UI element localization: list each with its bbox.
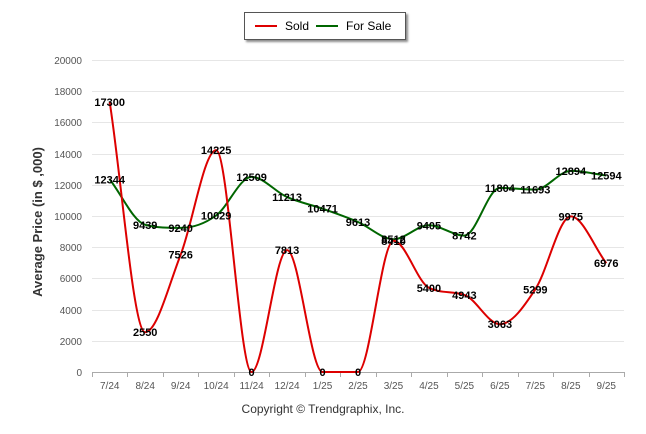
x-tick-label: 7/25 xyxy=(526,381,546,392)
x-tick-label: 11/24 xyxy=(239,381,264,392)
series-line-for-sale xyxy=(108,169,607,241)
x-tick-label: 2/25 xyxy=(348,381,368,392)
data-label-sold: 0 xyxy=(249,367,255,379)
legend: Sold For Sale xyxy=(244,12,406,40)
y-tick-label: 14000 xyxy=(54,150,82,161)
data-label-sold: 2550 xyxy=(133,327,157,339)
data-label-for-sale: 12894 xyxy=(556,166,587,178)
data-label-for-sale: 11693 xyxy=(520,185,550,197)
data-label-sold: 8410 xyxy=(381,236,405,248)
x-tick-label: 8/24 xyxy=(135,381,155,392)
series xyxy=(108,101,608,374)
sold-line-swatch-icon xyxy=(255,25,277,27)
data-label-for-sale: 8512 xyxy=(381,234,405,246)
legend-label-for-sale: For Sale xyxy=(346,19,392,33)
copyright-text: Copyright © Trendgraphix, Inc. xyxy=(241,402,405,416)
data-label-for-sale: 9613 xyxy=(346,217,370,229)
data-label-for-sale: 12509 xyxy=(236,172,267,184)
data-label-for-sale: 9439 xyxy=(133,220,157,232)
data-label-sold: 7813 xyxy=(275,245,299,257)
x-tick-label: 3/25 xyxy=(384,381,404,392)
data-label-sold: 9975 xyxy=(559,211,583,223)
data-label-for-sale: 12594 xyxy=(591,171,622,183)
legend-item-sold[interactable]: Sold xyxy=(255,19,309,33)
x-tick-label: 9/25 xyxy=(597,381,617,392)
data-label-sold: 4943 xyxy=(452,290,476,302)
x-tick-label: 12/24 xyxy=(275,381,300,392)
legend-item-for-sale[interactable]: For Sale xyxy=(316,19,391,33)
data-label-sold: 5299 xyxy=(523,284,547,296)
x-tick-label: 8/25 xyxy=(561,381,581,392)
data-label-for-sale: 8742 xyxy=(452,231,476,243)
data-label-sold: 17300 xyxy=(94,97,125,109)
x-tick-label: 5/25 xyxy=(455,381,475,392)
x-tick-label: 7/24 xyxy=(100,381,120,392)
x-tick-label: 6/25 xyxy=(490,381,510,392)
data-label-sold: 5400 xyxy=(417,283,441,295)
y-tick-label: 16000 xyxy=(54,118,82,129)
y-tick-label: 20000 xyxy=(54,56,82,67)
data-label-sold: 0 xyxy=(319,367,325,379)
data-label-sold: 14225 xyxy=(201,145,232,157)
x-tick-label: 1/25 xyxy=(313,381,333,392)
data-label-for-sale: 9240 xyxy=(168,223,192,235)
x-tick-label: 9/24 xyxy=(171,381,191,392)
axes: 0 2000 4000 6000 8000 10000 12000 14000 16000 180… xyxy=(54,56,625,392)
y-tick-label: 0 xyxy=(76,368,82,379)
data-label-sold: 3063 xyxy=(488,319,512,331)
x-tick-label: 10/24 xyxy=(204,381,229,392)
data-label-for-sale: 11804 xyxy=(485,183,516,195)
y-tick-label: 10000 xyxy=(54,212,82,223)
y-axis-title: Average Price (in $ ,000) xyxy=(30,147,45,297)
data-label-sold: 7526 xyxy=(168,250,192,262)
data-label-for-sale: 11213 xyxy=(272,192,302,204)
legend-label-sold: Sold xyxy=(285,19,310,33)
y-tick-label: 18000 xyxy=(54,87,82,98)
data-label-for-sale: 9405 xyxy=(417,220,441,232)
data-label-for-sale: 12344 xyxy=(94,174,125,186)
data-label-sold: 0 xyxy=(355,367,361,379)
series-line-sold xyxy=(108,101,608,374)
grid xyxy=(92,60,624,373)
y-tick-label: 8000 xyxy=(60,243,83,254)
y-tick-label: 6000 xyxy=(60,274,83,285)
data-label-for-sale: 10029 xyxy=(201,211,232,223)
data-label-sold: 6976 xyxy=(594,258,618,270)
y-tick-label: 12000 xyxy=(54,181,82,192)
x-tick-label: 4/25 xyxy=(419,381,439,392)
data-label-for-sale: 10471 xyxy=(307,204,338,216)
data-labels: 17300 2550 7526 14225 0 7813 0 0 8410 5400 4943 306… xyxy=(94,97,622,379)
for-sale-line-swatch-icon xyxy=(316,25,338,27)
y-tick-label: 2000 xyxy=(60,337,83,348)
y-tick-label: 4000 xyxy=(60,306,83,317)
